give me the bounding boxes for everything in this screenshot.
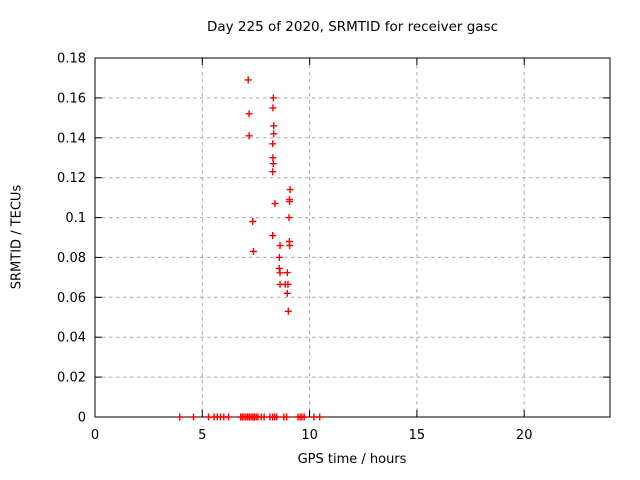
- svg-text:0.02: 0.02: [57, 371, 86, 386]
- svg-text:0.12: 0.12: [57, 171, 86, 186]
- svg-text:0.14: 0.14: [57, 131, 86, 146]
- chart-title: Day 225 of 2020, SRMTID for receiver gas…: [206, 19, 499, 35]
- x-axis-label: GPS time / hours: [297, 452, 407, 467]
- svg-text:10: 10: [301, 428, 318, 443]
- svg-text:0.08: 0.08: [57, 251, 86, 266]
- grid-lines: [95, 58, 610, 417]
- svg-text:15: 15: [409, 428, 426, 443]
- data-points: [176, 76, 324, 421]
- svg-text:0.04: 0.04: [57, 331, 86, 346]
- svg-text:0: 0: [78, 411, 86, 426]
- svg-text:0.1: 0.1: [65, 211, 86, 226]
- tick-marks: [94, 57, 610, 418]
- svg-text:0.18: 0.18: [57, 52, 86, 67]
- y-tick-labels: 0 0.02 0.04 0.06 0.08 0.1 0.12 0.14 0.16 0.18: [57, 52, 86, 426]
- svg-text:20: 20: [516, 428, 533, 443]
- x-tick-labels: 0 5 10 15 20: [91, 428, 533, 443]
- svg-text:0.16: 0.16: [57, 91, 86, 106]
- plot-border: [94, 57, 611, 418]
- svg-text:0.06: 0.06: [57, 291, 86, 306]
- svg-text:5: 5: [198, 428, 206, 443]
- svg-text:0: 0: [91, 428, 99, 443]
